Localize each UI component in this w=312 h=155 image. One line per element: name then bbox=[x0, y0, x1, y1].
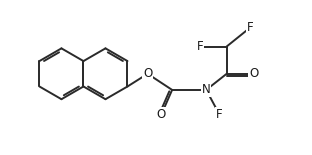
Text: O: O bbox=[157, 108, 166, 121]
Text: N: N bbox=[202, 83, 211, 96]
Text: O: O bbox=[143, 67, 152, 80]
Text: F: F bbox=[216, 108, 223, 121]
Text: F: F bbox=[197, 40, 203, 53]
Text: O: O bbox=[249, 67, 258, 80]
Text: F: F bbox=[247, 21, 254, 34]
